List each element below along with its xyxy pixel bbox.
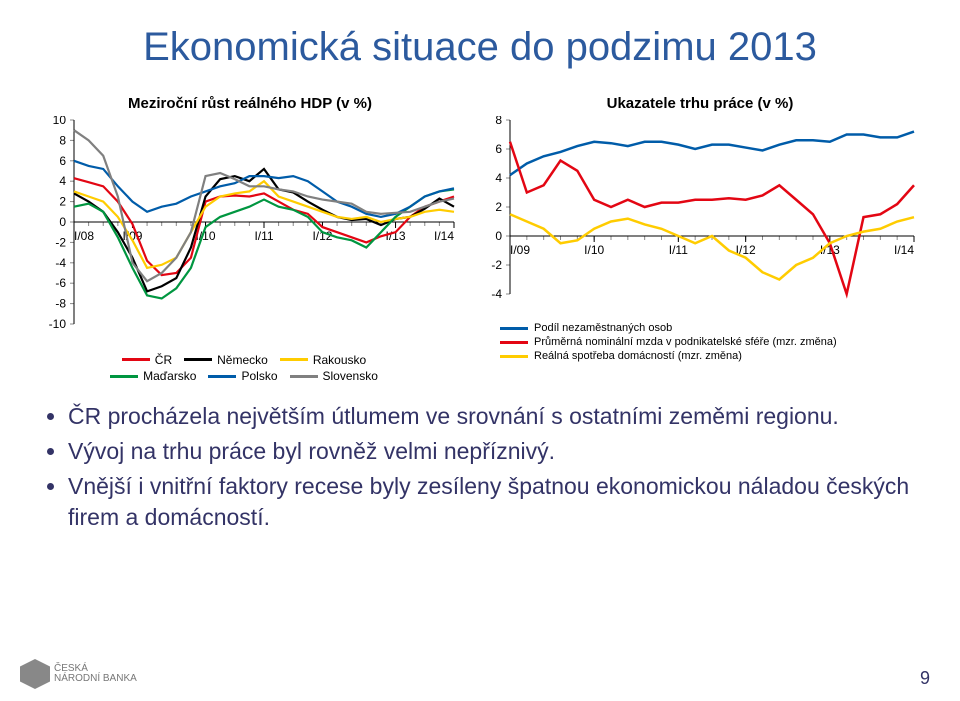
svg-text:-2: -2 bbox=[55, 235, 66, 249]
svg-text:I/09: I/09 bbox=[510, 243, 530, 257]
legend-swatch bbox=[208, 375, 236, 378]
svg-text:I/14: I/14 bbox=[434, 229, 454, 243]
cnb-logo-mark bbox=[20, 659, 50, 689]
legend-swatch bbox=[184, 358, 212, 361]
labour-chart-title: Ukazatele trhu práce (v %) bbox=[480, 95, 920, 112]
cnb-logo: ČESKÁ NÁRODNÍ BANKA bbox=[20, 659, 137, 689]
labour-chart-svg: 86420-2-4I/09I/10I/11I/12I/13I/14 bbox=[480, 116, 920, 316]
legend-swatch bbox=[500, 341, 528, 344]
legend-swatch bbox=[122, 358, 150, 361]
logo-line2: NÁRODNÍ BANKA bbox=[54, 674, 137, 684]
bullet-item: Vývoj na trhu práce byl rovněž velmi nep… bbox=[68, 436, 920, 467]
svg-text:I/11: I/11 bbox=[254, 229, 273, 243]
legend-item: ČR bbox=[122, 353, 172, 367]
gdp-chart: Meziroční růst reálného HDP (v %) 10 8 6 4 2… bbox=[40, 95, 460, 383]
legend-swatch bbox=[500, 355, 528, 358]
legend-label: Podíl nezaměstnaných osob bbox=[534, 322, 672, 334]
legend-item: Podíl nezaměstnaných osob bbox=[480, 322, 920, 334]
legend-label: Reálná spotřeba domácností (mzr. změna) bbox=[534, 350, 742, 362]
svg-text:0: 0 bbox=[59, 215, 66, 229]
bullet-item: ČR procházela největším útlumem ve srovn… bbox=[68, 401, 920, 432]
legend-item: Maďarsko bbox=[110, 369, 196, 383]
svg-text:10: 10 bbox=[53, 116, 67, 127]
svg-text:I/14: I/14 bbox=[894, 243, 914, 257]
bullet-list: ČR procházela největším útlumem ve srovn… bbox=[68, 401, 920, 533]
legend-label: Polsko bbox=[241, 369, 277, 383]
legend-item: Polsko bbox=[208, 369, 277, 383]
svg-text:4: 4 bbox=[59, 174, 66, 188]
footer: ČESKÁ NÁRODNÍ BANKA 9 bbox=[20, 659, 930, 689]
legend-item: Průměrná nominální mzda v podnikatelské … bbox=[480, 336, 920, 348]
svg-text:2: 2 bbox=[59, 195, 66, 209]
gdp-chart-title: Meziroční růst reálného HDP (v %) bbox=[40, 95, 460, 112]
svg-text:8: 8 bbox=[59, 133, 66, 147]
legend-label: Německo bbox=[217, 353, 268, 367]
svg-text:-8: -8 bbox=[55, 297, 66, 311]
legend-item: Slovensko bbox=[290, 369, 378, 383]
svg-text:I/08: I/08 bbox=[74, 229, 94, 243]
legend-label: Maďarsko bbox=[143, 369, 196, 383]
legend-label: ČR bbox=[155, 353, 172, 367]
gdp-chart-svg: 1086420-2-4-6-8-10I/08I/09I/10I/11I/12I/… bbox=[40, 116, 460, 346]
charts-row: Meziroční růst reálného HDP (v %) 10 8 6 4 2… bbox=[40, 95, 920, 383]
legend-item: Reálná spotřeba domácností (mzr. změna) bbox=[480, 350, 920, 362]
svg-text:-4: -4 bbox=[491, 287, 502, 301]
svg-text:-10: -10 bbox=[49, 317, 67, 331]
svg-text:I/10: I/10 bbox=[584, 243, 604, 257]
svg-text:6: 6 bbox=[495, 142, 502, 156]
slide: Ekonomická situace do podzimu 2013 Mezir… bbox=[0, 0, 960, 701]
bullet-item: Vnější i vnitřní faktory recese byly zes… bbox=[68, 471, 920, 533]
legend-item: Rakousko bbox=[280, 353, 366, 367]
page-number: 9 bbox=[920, 668, 930, 689]
svg-text:8: 8 bbox=[495, 116, 502, 127]
svg-text:-2: -2 bbox=[491, 258, 502, 272]
svg-text:4: 4 bbox=[495, 171, 502, 185]
page-title: Ekonomická situace do podzimu 2013 bbox=[40, 25, 920, 70]
svg-text:2: 2 bbox=[495, 200, 502, 214]
legend-swatch bbox=[500, 327, 528, 330]
legend-label: Slovensko bbox=[323, 369, 378, 383]
legend-swatch bbox=[280, 358, 308, 361]
legend-item: Německo bbox=[184, 353, 268, 367]
svg-text:-6: -6 bbox=[55, 276, 66, 290]
legend-swatch bbox=[290, 375, 318, 378]
svg-text:6: 6 bbox=[59, 154, 66, 168]
svg-text:-4: -4 bbox=[55, 256, 66, 270]
labour-legend: Podíl nezaměstnaných osob Průměrná nominá… bbox=[480, 322, 920, 362]
cnb-logo-text: ČESKÁ NÁRODNÍ BANKA bbox=[54, 664, 137, 684]
svg-text:0: 0 bbox=[495, 229, 502, 243]
legend-swatch bbox=[110, 375, 138, 378]
legend-label: Rakousko bbox=[313, 353, 366, 367]
legend-label: Průměrná nominální mzda v podnikatelské … bbox=[534, 336, 837, 348]
labour-chart: Ukazatele trhu práce (v %) 8 6 4 2 0 -2 -4 I/09… bbox=[480, 95, 920, 383]
svg-text:I/11: I/11 bbox=[669, 243, 688, 257]
gdp-legend: ČR Německo Rakousko Maďarsko Polsko Slovensk… bbox=[40, 350, 460, 383]
